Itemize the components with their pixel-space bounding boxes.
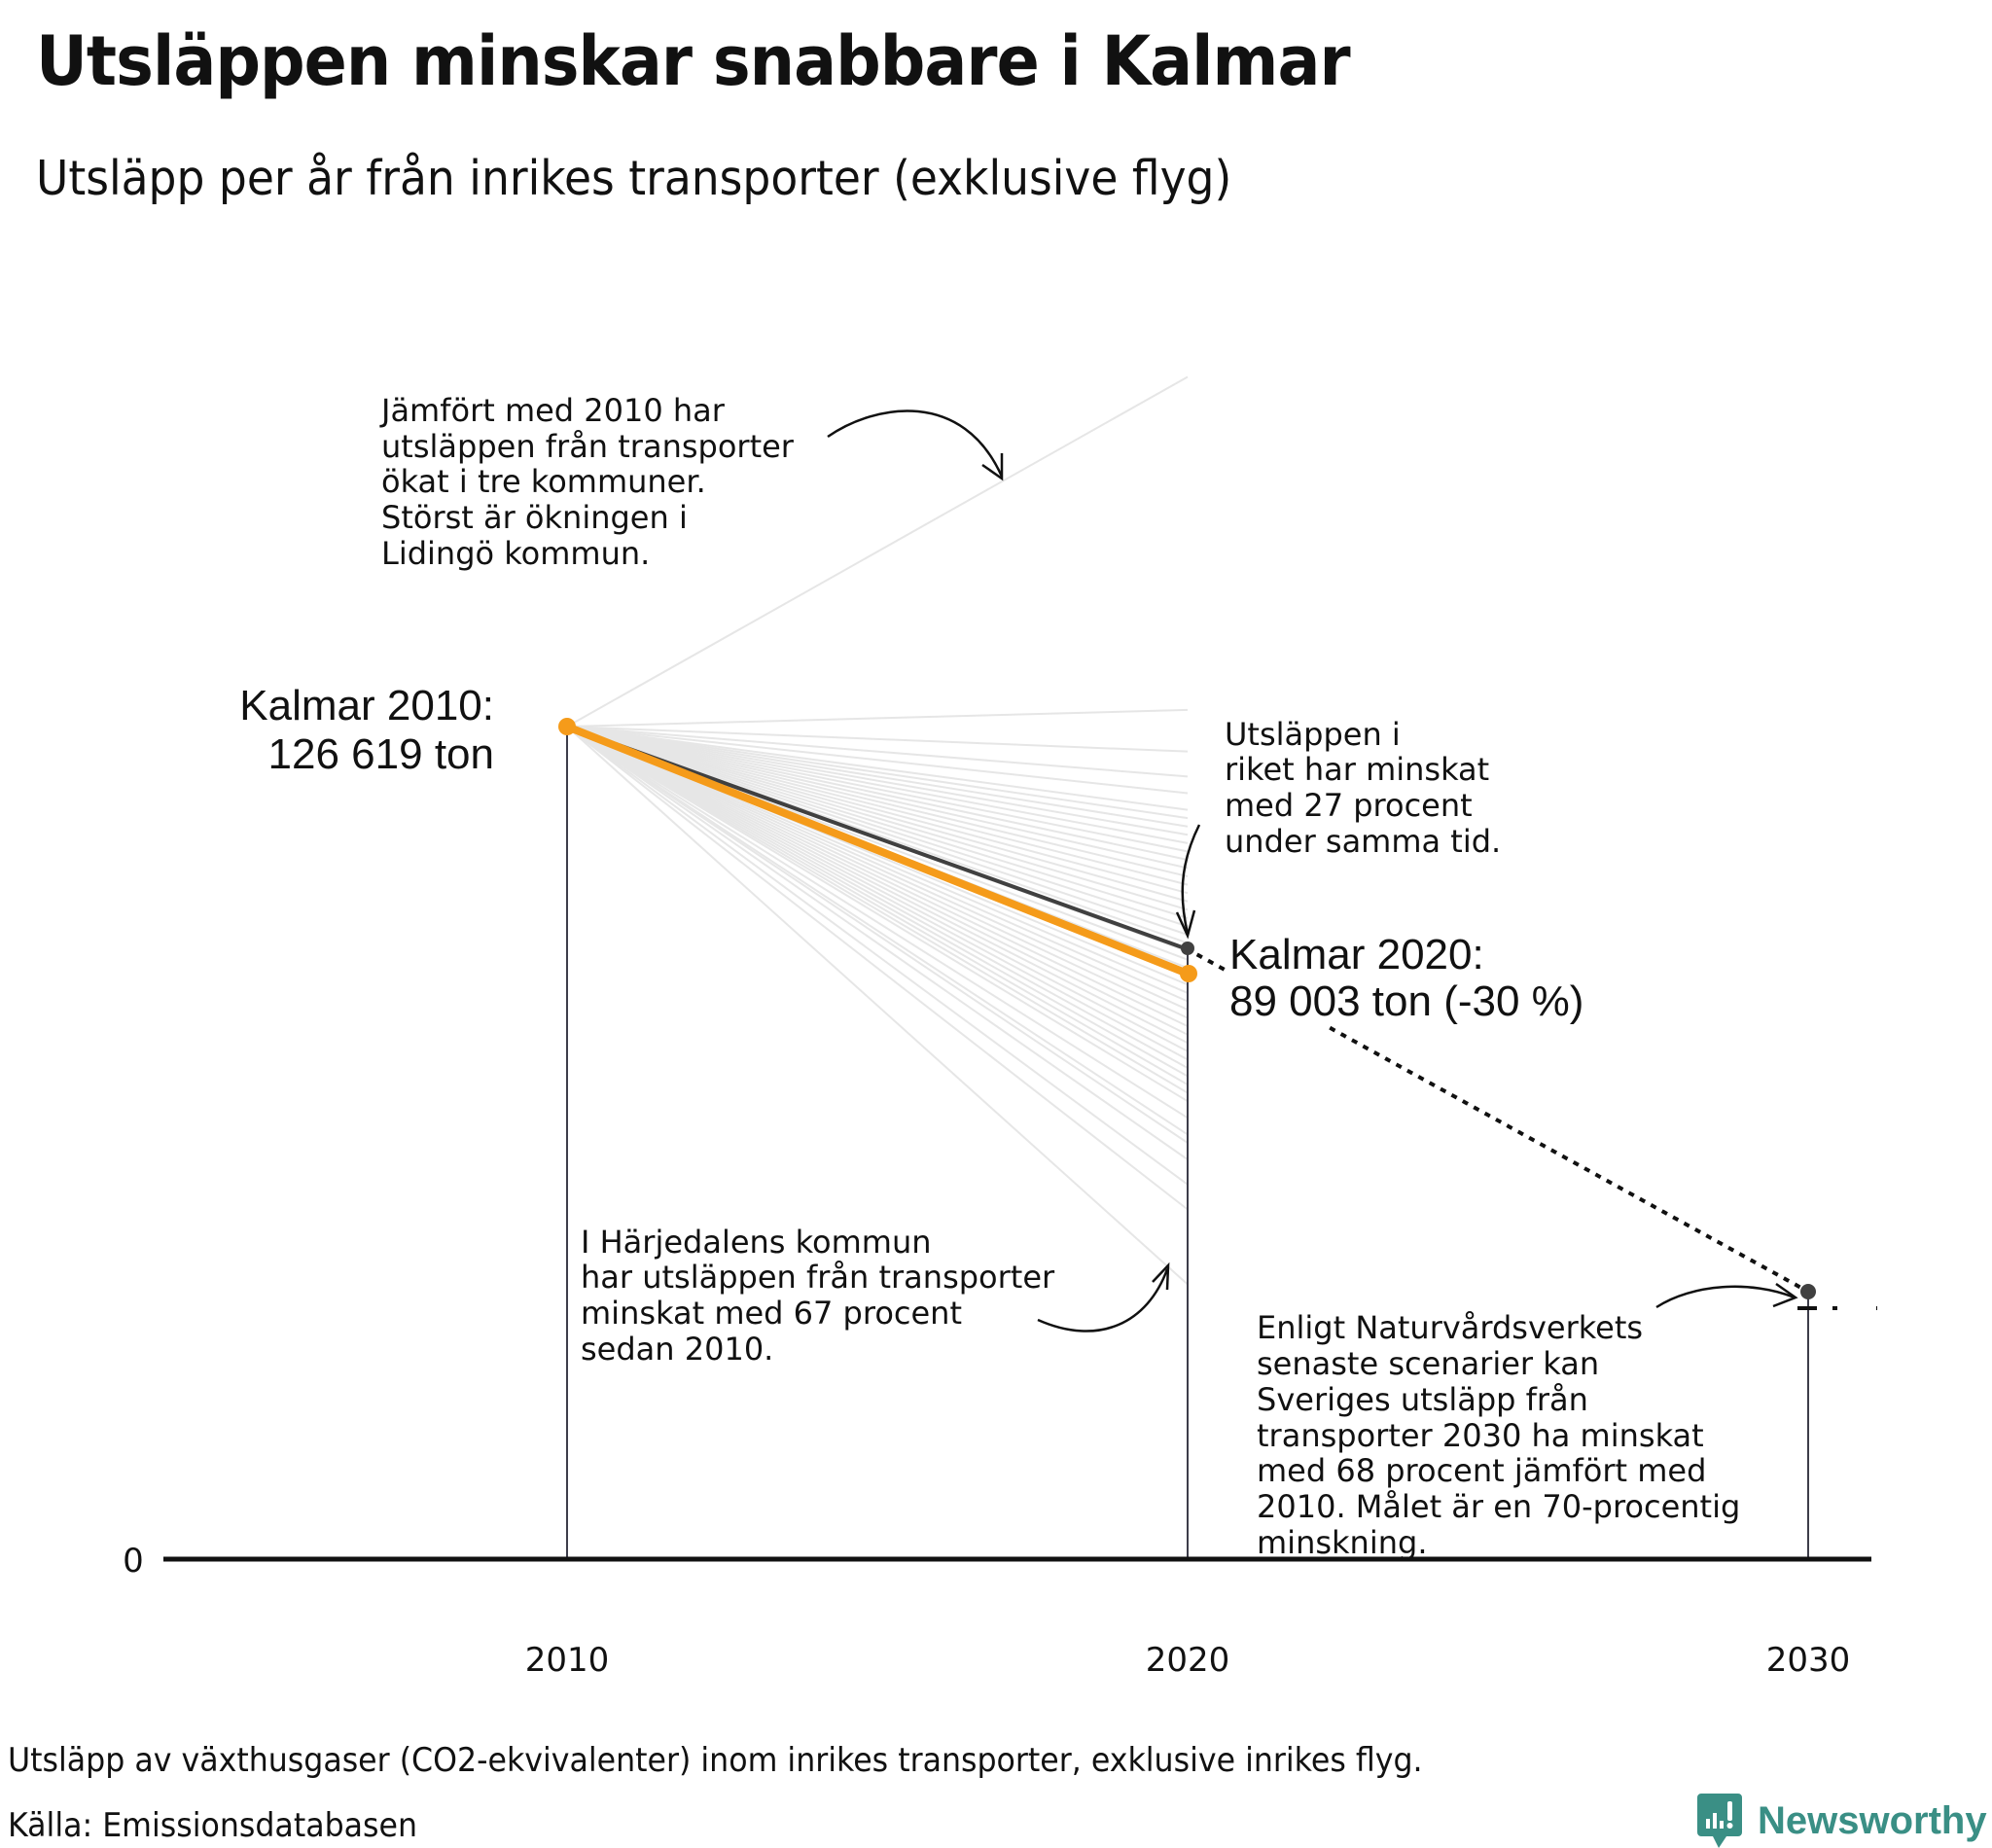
national-2030-point xyxy=(1800,1284,1816,1299)
municipality-line xyxy=(566,726,1189,903)
municipality-line xyxy=(566,726,1189,1103)
municipality-line xyxy=(566,726,1189,1144)
svg-text:Enligt Naturvårdsverkets: Enligt Naturvårdsverkets xyxy=(1257,1309,1643,1346)
municipality-line xyxy=(566,726,1189,1028)
municipality-line xyxy=(566,726,1189,870)
municipality-line xyxy=(566,726,1189,1085)
svg-text:sedan 2010.: sedan 2010. xyxy=(581,1331,773,1368)
y-tick-zero: 0 xyxy=(123,1542,144,1581)
municipality-line xyxy=(566,726,1189,878)
municipality-line xyxy=(566,726,1189,853)
municipality-line xyxy=(566,708,1189,728)
kalmar-2020-label: Kalmar 2020: xyxy=(1229,931,1484,978)
other-municipalities-lines xyxy=(566,375,1189,1286)
municipality-line xyxy=(566,726,1189,1011)
annotation-increase: Jämfört med 2010 har utsläppen från tran… xyxy=(379,392,795,572)
annotation-harjedalen: I Härjedalens kommun har utsläppen från … xyxy=(581,1224,1055,1368)
x-tick-2030: 2030 xyxy=(1766,1641,1851,1680)
newsworthy-logo-icon xyxy=(1697,1794,1742,1848)
municipality-line xyxy=(566,726,1189,911)
municipality-line xyxy=(566,726,1189,1052)
annotation-national: Utsläppen i riket har minskat med 27 pro… xyxy=(1225,716,1501,860)
svg-text:2010. Målet är en 70-procentig: 2010. Målet är en 70-procentig xyxy=(1257,1488,1740,1525)
svg-text:utsläppen från transporter: utsläppen från transporter xyxy=(381,428,795,465)
kalmar-line xyxy=(563,723,1192,977)
arrow-icon xyxy=(1037,1262,1170,1333)
x-tick-2010: 2010 xyxy=(525,1641,610,1680)
municipality-line xyxy=(566,726,1189,844)
kalmar-2010-point xyxy=(558,718,576,735)
brand-name: Newsworthy xyxy=(1758,1798,1987,1842)
municipality-line xyxy=(566,726,1189,1094)
svg-text:minskning.: minskning. xyxy=(1257,1524,1427,1561)
municipality-line xyxy=(566,726,1189,1036)
arrow-icon xyxy=(1655,1282,1798,1309)
svg-text:minskat med 67 procent: minskat med 67 procent xyxy=(581,1295,962,1332)
label-background xyxy=(1227,929,1617,1026)
municipality-line xyxy=(566,726,1189,886)
chart-title: Utsläppen minskar snabbare i Kalmar xyxy=(36,21,1351,101)
municipality-line xyxy=(566,726,1189,778)
municipality-line xyxy=(566,726,1189,1069)
municipality-line xyxy=(566,726,1189,836)
municipality-line xyxy=(566,726,1189,919)
footer-source: Källa: Emissionsdatabasen xyxy=(8,1806,418,1845)
svg-text:med 27 procent: med 27 procent xyxy=(1225,787,1473,824)
national-2020-point xyxy=(1181,942,1194,955)
x-tick-2020: 2020 xyxy=(1146,1641,1230,1680)
municipality-line xyxy=(566,726,1189,895)
arrow-icon xyxy=(1175,824,1201,940)
chart-subtitle: Utsläpp per år från inrikes transporter … xyxy=(36,151,1232,206)
footer-note: Utsläpp av växthusgaser (CO2-ekvivalente… xyxy=(8,1741,1423,1780)
municipality-line xyxy=(566,726,1189,820)
municipality-line xyxy=(566,375,1189,728)
svg-text:Störst är ökningen i: Störst är ökningen i xyxy=(381,499,688,536)
arrow-icon xyxy=(827,409,1004,481)
svg-text:Sveriges utsläpp från: Sveriges utsläpp från xyxy=(1257,1381,1588,1418)
svg-text:under samma tid.: under samma tid. xyxy=(1225,823,1501,860)
kalmar-2020-point xyxy=(1180,965,1197,982)
kalmar-2020-value: 89 003 ton (-30 %) xyxy=(1229,977,1583,1025)
svg-text:med 68 procent jämfört med: med 68 procent jämfört med xyxy=(1257,1452,1706,1489)
municipality-line xyxy=(566,726,1189,1061)
municipality-line xyxy=(566,726,1189,1045)
svg-text:I Härjedalens kommun: I Härjedalens kommun xyxy=(581,1224,932,1261)
kalmar-2010-value: 126 619 ton xyxy=(268,730,494,778)
svg-text:Lidingö kommun.: Lidingö kommun. xyxy=(381,535,650,572)
svg-text:Utsläppen i: Utsläppen i xyxy=(1225,716,1401,753)
svg-text:ökat i tre kommuner.: ökat i tre kommuner. xyxy=(381,463,706,500)
municipality-line xyxy=(566,726,1189,1160)
municipality-line xyxy=(566,726,1189,928)
svg-text:Jämfört med 2010 har: Jämfört med 2010 har xyxy=(379,392,726,429)
municipality-line xyxy=(566,726,1189,936)
national-projection-dotted-line xyxy=(1185,946,1811,1295)
svg-text:riket har minskat: riket har minskat xyxy=(1225,751,1489,788)
svg-text:transporter 2030 ha minskat: transporter 2030 ha minskat xyxy=(1257,1417,1704,1454)
municipality-line xyxy=(566,726,1189,1136)
newsworthy-logo[interactable]: Newsworthy xyxy=(1697,1794,1987,1848)
municipality-line xyxy=(566,726,1189,1019)
municipality-line xyxy=(566,726,1189,811)
annotation-scenario: Enligt Naturvårdsverkets senaste scenari… xyxy=(1257,1309,1740,1561)
municipality-line xyxy=(566,726,1189,1186)
municipality-line xyxy=(566,726,1189,1211)
svg-text:har utsläppen från transporter: har utsläppen från transporter xyxy=(581,1259,1055,1296)
municipality-line xyxy=(566,726,1189,828)
svg-text:senaste scenarier kan: senaste scenarier kan xyxy=(1257,1345,1599,1382)
municipality-line xyxy=(566,726,1189,1119)
kalmar-2010-label: Kalmar 2010: xyxy=(239,682,494,729)
municipality-line xyxy=(566,726,1189,1003)
municipality-line xyxy=(566,726,1189,795)
municipality-line xyxy=(566,726,1189,861)
municipality-line xyxy=(566,726,1189,1078)
municipality-line xyxy=(566,726,1189,753)
municipality-line xyxy=(566,726,1189,1286)
